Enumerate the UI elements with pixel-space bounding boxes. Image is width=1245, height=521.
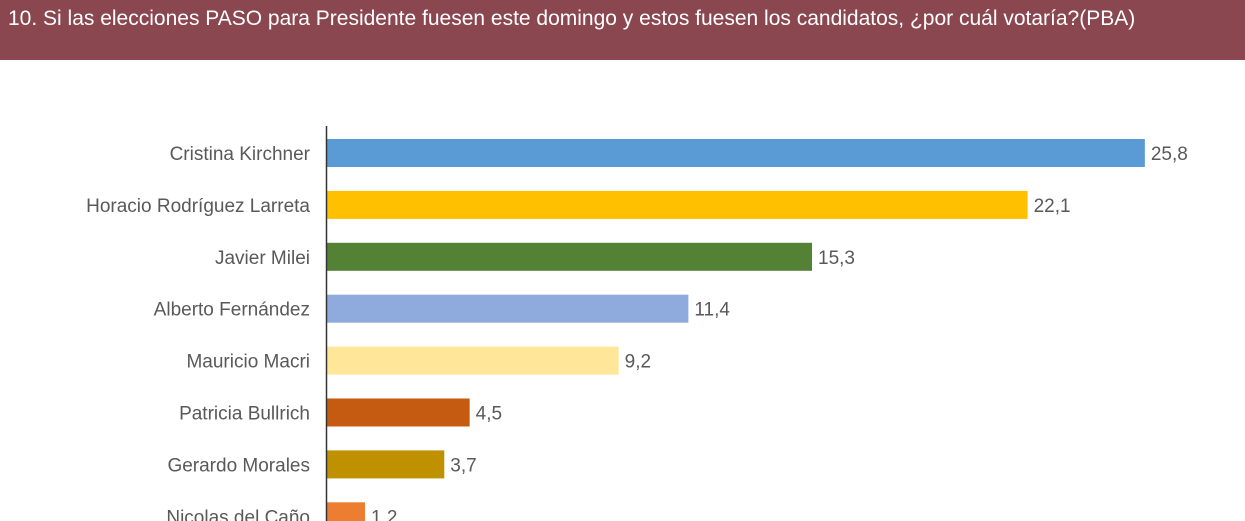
category-label-nicolas-del-cano: Nicolas del Caño (166, 507, 310, 521)
value-label-alberto-fernandez: 11,4 (694, 300, 730, 321)
value-label-nicolas-del-cano: 1,2 (371, 507, 397, 521)
category-label-cristina-kirchner: Cristina Kirchner (170, 144, 311, 165)
category-label-mauricio-macri: Mauricio Macri (186, 352, 310, 373)
value-label-cristina-kirchner: 25,8 (1151, 144, 1188, 165)
chart-title-banner: 10. Si las elecciones PASO para Presiden… (0, 0, 1245, 60)
category-label-horacio-rodriguez-larreta: Horacio Rodríguez Larreta (86, 196, 310, 217)
value-label-javier-milei: 15,3 (818, 248, 855, 269)
bar-patricia-bullrich (327, 398, 470, 427)
chart-title: 10. Si las elecciones PASO para Presiden… (8, 7, 1136, 30)
bar-alberto-fernandez (327, 294, 689, 323)
bar-cristina-kirchner (327, 139, 1145, 167)
value-label-mauricio-macri: 9,2 (625, 352, 651, 373)
bar-nicolas-del-cano (327, 502, 366, 521)
category-label-gerardo-morales: Gerardo Morales (167, 455, 310, 476)
bar-gerardo-morales (327, 450, 445, 479)
value-label-gerardo-morales: 3,7 (450, 455, 476, 476)
bar-mauricio-macri (327, 346, 619, 375)
bar-javier-milei (327, 242, 813, 271)
value-label-patricia-bullrich: 4,5 (476, 404, 502, 425)
category-label-patricia-bullrich: Patricia Bullrich (179, 404, 310, 425)
bar-horacio-rodriguez-larreta (327, 190, 1028, 219)
bar-chart: Cristina Kirchner 25,8 Horacio Rodríguez L… (86, 126, 1188, 521)
category-label-javier-milei: Javier Milei (215, 248, 310, 269)
value-label-horacio-rodriguez-larreta: 22,1 (1034, 196, 1071, 217)
bars-layer: Cristina Kirchner 25,8 Horacio Rodríguez L… (86, 139, 1188, 521)
category-label-alberto-fernandez: Alberto Fernández (154, 300, 310, 321)
